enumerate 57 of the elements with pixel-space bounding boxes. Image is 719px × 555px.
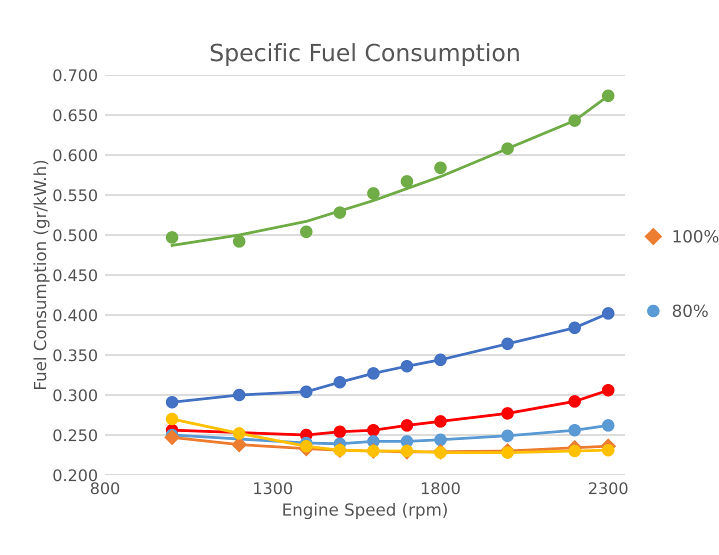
point — [434, 434, 447, 446]
y-tick-label: 0.400 — [53, 309, 97, 322]
point — [400, 419, 414, 432]
y-tick-label: 0.300 — [53, 389, 97, 402]
point — [568, 444, 581, 458]
y-tick-label: 0.450 — [53, 269, 97, 282]
point — [166, 231, 178, 244]
point — [602, 307, 614, 320]
point — [367, 424, 380, 436]
point — [434, 446, 447, 459]
point — [501, 446, 514, 459]
point — [232, 235, 246, 248]
point — [367, 367, 380, 380]
point — [434, 354, 447, 366]
point — [166, 396, 178, 408]
x-tick-label: 800 — [90, 482, 120, 494]
point — [334, 426, 346, 438]
point — [400, 444, 414, 458]
y-tick-label: 0.350 — [53, 349, 97, 362]
point — [300, 440, 313, 452]
point — [334, 376, 346, 388]
x-tick-label: 1300 — [254, 482, 292, 494]
point — [300, 386, 313, 398]
point — [568, 322, 581, 334]
y-tick-label: 0.650 — [53, 109, 97, 122]
x-tick-label: 1800 — [422, 482, 460, 494]
y-tick-label: 0.700 — [53, 69, 97, 82]
x-axis-title: Engine Speed (rpm) — [283, 502, 447, 520]
point — [568, 424, 581, 436]
point — [501, 430, 514, 442]
point — [164, 430, 180, 445]
chart-title: Specific Fuel Consumption — [210, 43, 519, 66]
y-axis-title: Fuel Consumption (gr/kW.h) — [33, 160, 50, 389]
y-tick-label: 0.550 — [53, 189, 97, 202]
legend-label: 80% — [672, 304, 708, 318]
point — [166, 412, 178, 426]
point — [367, 187, 380, 200]
point — [300, 226, 313, 238]
point — [602, 384, 614, 396]
point — [400, 360, 414, 372]
point — [501, 407, 514, 420]
point — [434, 162, 447, 174]
y-tick-label: 0.250 — [53, 429, 97, 442]
legend-label: 100% — [673, 230, 718, 243]
point — [400, 175, 414, 188]
point — [602, 419, 614, 432]
point — [602, 444, 614, 456]
y-tick-label: 0.500 — [53, 229, 97, 242]
point — [434, 415, 447, 428]
point — [568, 395, 581, 408]
y-tick-label: 0.600 — [53, 149, 97, 162]
y-tick-label: 0.200 — [53, 469, 97, 482]
point — [232, 437, 247, 452]
point — [232, 388, 246, 402]
point — [232, 427, 246, 440]
point — [501, 338, 514, 350]
x-tick-label: 2300 — [589, 482, 628, 494]
